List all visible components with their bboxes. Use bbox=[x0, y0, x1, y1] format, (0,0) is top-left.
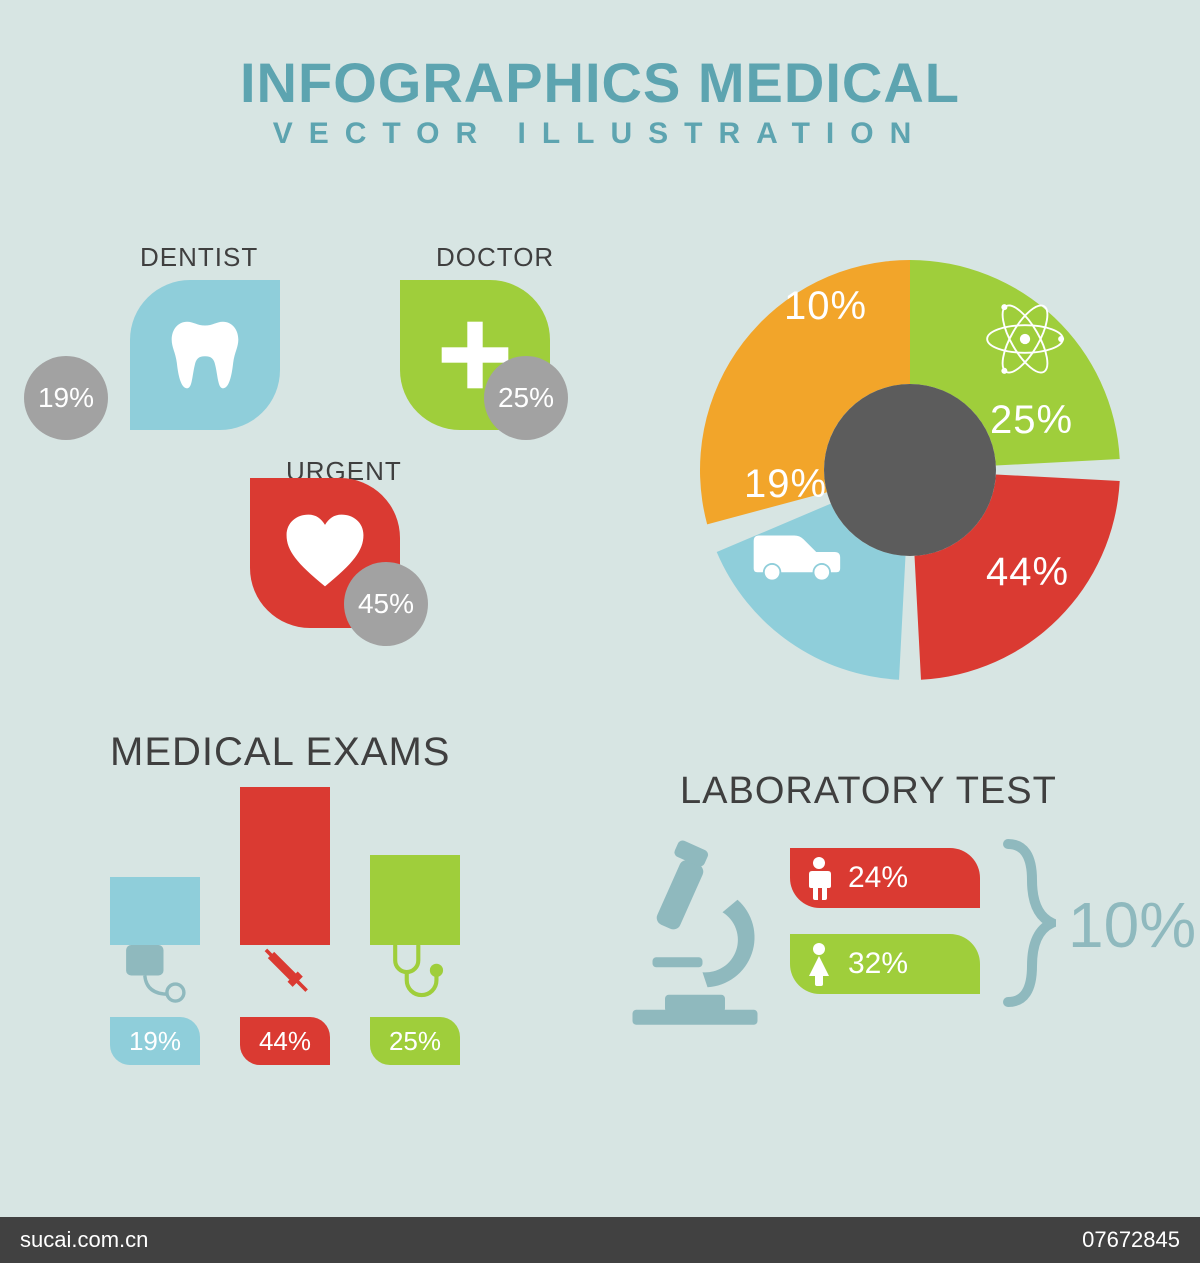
donut-chart: 10% 25% 44% 19% bbox=[690, 250, 1130, 690]
lab-pill-pct: 24% bbox=[848, 861, 908, 895]
category-tiles: DENTIST 19%DOCTOR 25%URGENT 45% bbox=[80, 260, 640, 660]
microscope-icon-wrap bbox=[620, 836, 770, 1031]
page-subtitle: VECTOR ILLUSTRATION bbox=[0, 117, 1200, 151]
person-female-icon bbox=[804, 942, 834, 986]
person-male-icon bbox=[804, 856, 834, 900]
donut-slice-label: 19% bbox=[744, 462, 827, 507]
syringe-icon bbox=[249, 933, 321, 1005]
donut-slice-label: 44% bbox=[986, 550, 1069, 595]
exam-icon bbox=[240, 933, 330, 1005]
tile-label-dentist: DENTIST bbox=[140, 242, 258, 273]
footer-code: 07672845 bbox=[1082, 1227, 1180, 1253]
exam-bar bbox=[110, 877, 200, 945]
exams-title: MEDICAL EXAMS bbox=[110, 730, 450, 775]
exams-bar-chart: 19% 44% 25% bbox=[110, 785, 530, 1065]
lab-result-percent: 10% bbox=[1068, 888, 1196, 962]
exam-percent-badge: 19% bbox=[110, 1017, 200, 1065]
ambulance-icon-wrap bbox=[750, 522, 842, 582]
tile-percent-urgent: 45% bbox=[344, 562, 428, 646]
lab-title: LABORATORY TEST bbox=[680, 770, 1057, 813]
header: INFOGRAPHICS MEDICAL VECTOR ILLUSTRATION bbox=[0, 0, 1200, 151]
tile-percent-dentist: 19% bbox=[24, 356, 108, 440]
donut-slice-label: 10% bbox=[784, 284, 867, 329]
atom-icon bbox=[982, 296, 1068, 382]
exam-percent-badge: 44% bbox=[240, 1017, 330, 1065]
tile-label-doctor: DOCTOR bbox=[436, 242, 554, 273]
lab-block: 24% 32%10% bbox=[620, 830, 1170, 1060]
exam-icon bbox=[370, 939, 460, 1005]
tile-dentist bbox=[130, 280, 280, 430]
footer-strip: sucai.com.cn 07672845 bbox=[0, 1217, 1200, 1263]
atom-icon-wrap bbox=[982, 296, 1068, 382]
lab-pill-pct: 32% bbox=[848, 947, 908, 981]
donut-slice-label: 25% bbox=[990, 398, 1073, 443]
curly-brace bbox=[996, 838, 1056, 1008]
exam-bar bbox=[370, 855, 460, 945]
lab-pill: 32% bbox=[790, 934, 980, 994]
donut-center bbox=[824, 384, 996, 556]
tooth-icon bbox=[164, 314, 246, 396]
exam-bar bbox=[240, 787, 330, 945]
page-title: INFOGRAPHICS MEDICAL bbox=[0, 50, 1200, 115]
tile-percent-doctor: 25% bbox=[484, 356, 568, 440]
microscope-icon bbox=[620, 836, 770, 1026]
ambulance-icon bbox=[750, 522, 842, 582]
exam-percent-badge: 25% bbox=[370, 1017, 460, 1065]
exam-icon bbox=[110, 941, 200, 1005]
footer-site: sucai.com.cn bbox=[20, 1227, 148, 1253]
lab-pill: 24% bbox=[790, 848, 980, 908]
stethoscope-icon bbox=[382, 939, 448, 1005]
bp-monitor-icon bbox=[121, 941, 189, 1005]
